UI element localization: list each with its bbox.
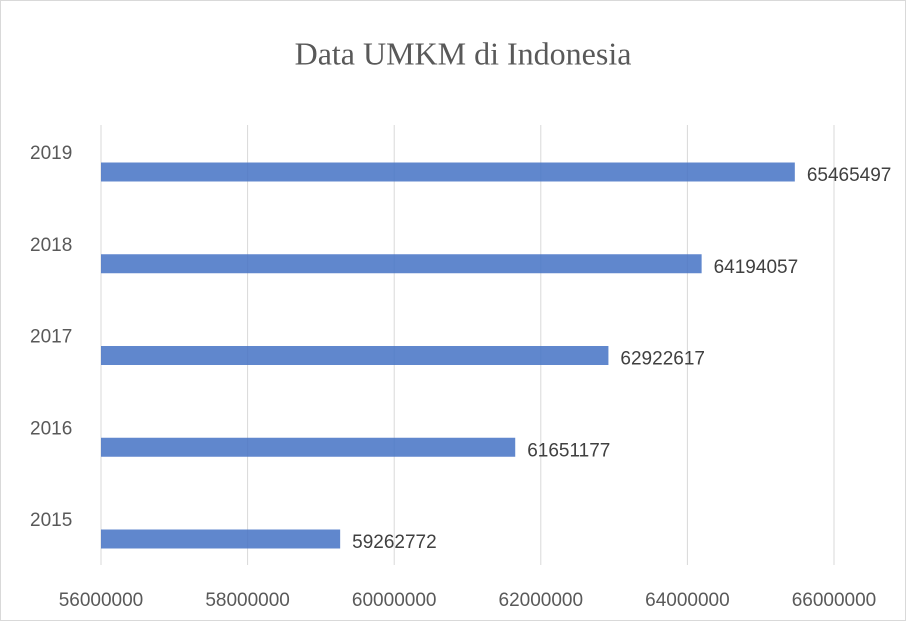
x-tick-label: 56000000 — [59, 590, 144, 611]
chart-title: Data UMKM di Indonesia — [295, 35, 632, 71]
x-tick-label: 58000000 — [205, 590, 290, 611]
value-label: 61651177 — [527, 440, 610, 461]
value-label: 62922617 — [620, 349, 705, 370]
bar — [101, 529, 341, 549]
value-label: 59262772 — [352, 532, 437, 553]
x-tick-label: 62000000 — [499, 590, 584, 611]
y-tick-label: 2015 — [30, 510, 72, 531]
value-label: 64194057 — [714, 257, 799, 278]
y-tick-label: 2016 — [30, 418, 72, 439]
y-tick-label: 2017 — [30, 327, 72, 348]
bar — [101, 346, 609, 365]
bar — [101, 254, 702, 274]
x-tick-label: 66000000 — [792, 590, 877, 611]
bar — [101, 437, 516, 457]
bar — [101, 162, 795, 182]
y-tick-label: 2018 — [30, 235, 72, 256]
value-label: 65465497 — [807, 165, 892, 186]
y-tick-label: 2019 — [30, 143, 72, 164]
x-tick-label: 64000000 — [645, 590, 730, 611]
x-tick-label: 60000000 — [352, 590, 437, 611]
